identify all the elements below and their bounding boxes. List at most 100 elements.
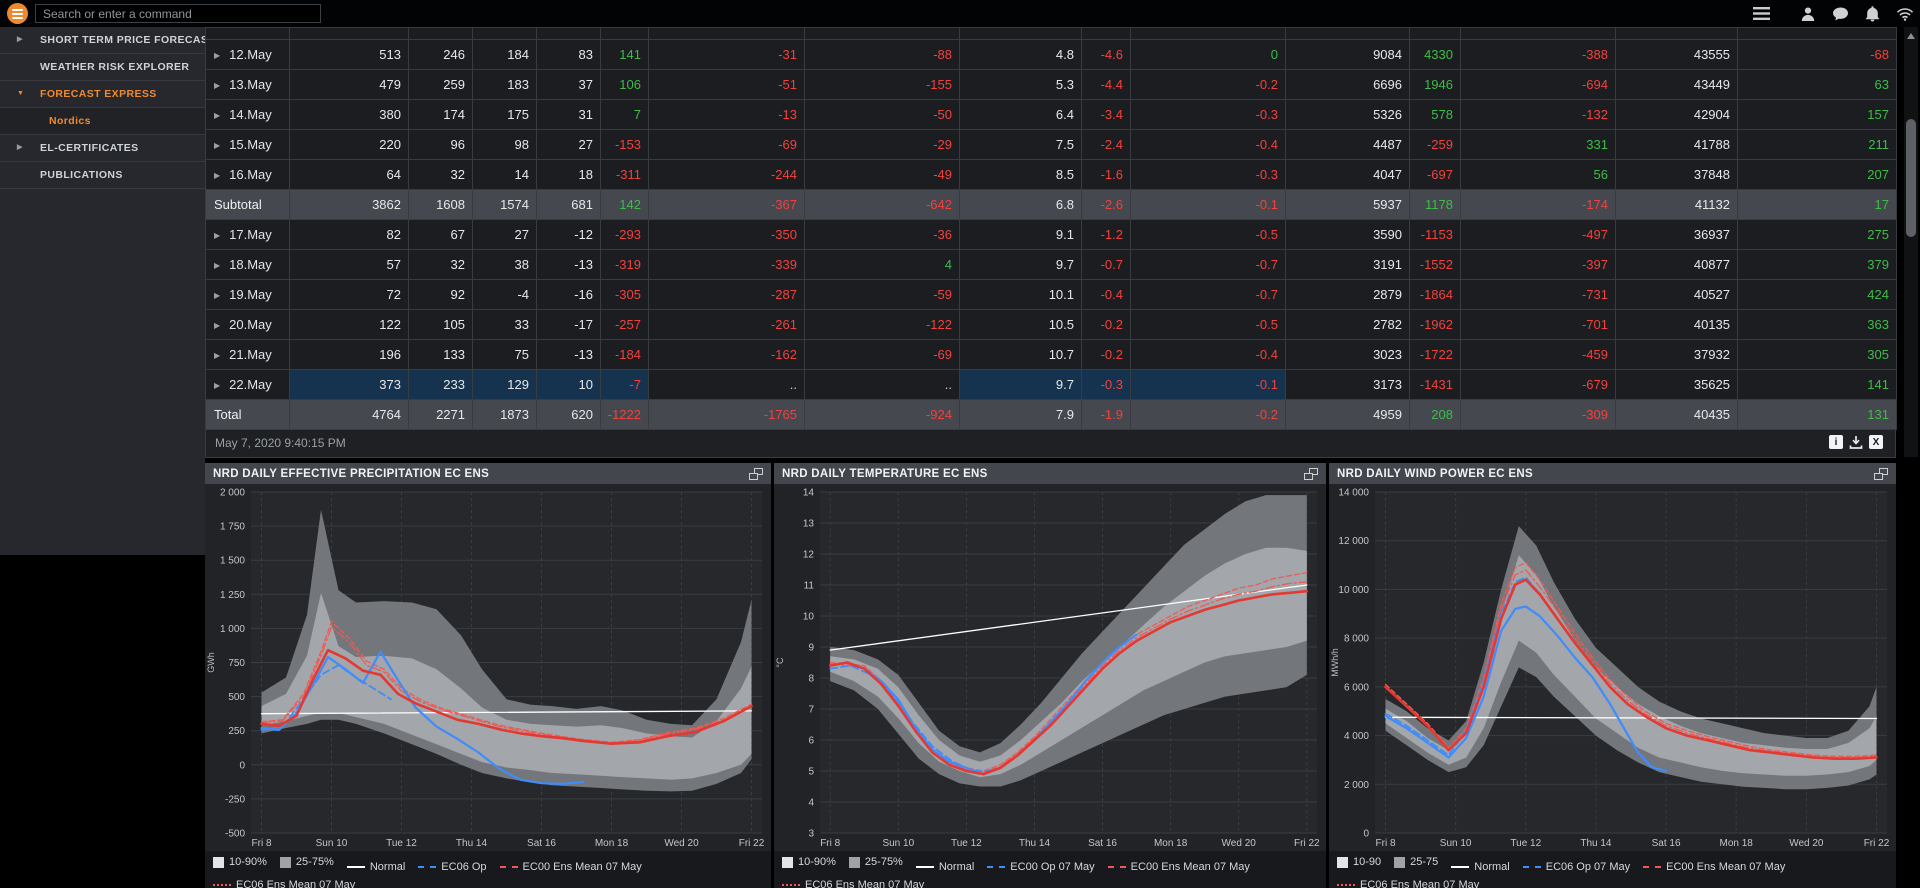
sidebar-item-short-term-price-forecast[interactable]: ▶ SHORT TERM PRICE FORECAST bbox=[0, 27, 205, 54]
app-logo-icon[interactable] bbox=[7, 3, 28, 24]
row-label-cell: ▶ 20.May bbox=[205, 309, 290, 340]
table-cell: 18 bbox=[536, 159, 601, 190]
table-cell: -0.5 bbox=[1130, 309, 1286, 340]
info-icon[interactable]: i bbox=[1829, 435, 1843, 449]
legend-item[interactable]: EC06 Ens Mean 07 May bbox=[1337, 877, 1479, 888]
export-excel-icon[interactable]: X bbox=[1869, 435, 1883, 449]
scroll-up-icon[interactable] bbox=[1907, 33, 1915, 39]
table-footer-icons: i X bbox=[1829, 435, 1883, 449]
table-cell: -697 bbox=[1409, 159, 1461, 190]
table-cell: 305 bbox=[1737, 339, 1897, 370]
legend-item[interactable]: 25-75% bbox=[279, 854, 334, 870]
legend-item[interactable]: EC06 Ens Mean 07 May bbox=[782, 877, 924, 888]
expand-arrow-icon[interactable]: ▶ bbox=[214, 321, 221, 330]
table-cell: 38 bbox=[472, 249, 537, 280]
table-cell: -69 bbox=[648, 129, 805, 160]
table-cell: 72 bbox=[289, 279, 409, 310]
table-row-17-may[interactable]: ▶ 17.May 82 67 27 -12 -293 -350 -36 9.1 -1.2 -0.5 35… bbox=[205, 219, 1897, 250]
table-row-total[interactable]: Total 4764 2271 1873 620 -1222 -1765 -924 7.9 -1.… bbox=[205, 399, 1897, 430]
menu-icon[interactable] bbox=[1753, 7, 1770, 20]
table-cell: 43449 bbox=[1615, 69, 1738, 100]
legend-item[interactable]: 10-90% bbox=[782, 854, 836, 870]
table-cell: -59 bbox=[804, 279, 960, 310]
search-input[interactable] bbox=[35, 4, 321, 23]
svg-text:Wed 20: Wed 20 bbox=[664, 838, 699, 849]
legend-item[interactable]: 10-90 bbox=[1337, 854, 1381, 870]
user-icon[interactable] bbox=[1800, 6, 1816, 22]
vertical-scrollbar[interactable] bbox=[1904, 27, 1918, 457]
legend-item[interactable]: 10-90% bbox=[213, 854, 267, 870]
table-row-14-may[interactable]: ▶ 14.May 380 174 175 31 7 -13 -50 6.4 -3.4 -0.3 5326… bbox=[205, 99, 1897, 130]
table-row-subtotal[interactable]: Subtotal 3862 1608 1574 681 142 -367 -642 6.8 -2.… bbox=[205, 189, 1897, 220]
open-popup-icon[interactable] bbox=[749, 467, 763, 480]
chat-icon[interactable] bbox=[1832, 6, 1849, 22]
table-row-19-may[interactable]: ▶ 19.May 72 92 -4 -16 -305 -287 -59 10.1 -0.4 -0.7 2… bbox=[205, 279, 1897, 310]
table-row-21-may[interactable]: ▶ 21.May 196 133 75 -13 -184 -162 -69 10.7 -0.2 -0.… bbox=[205, 339, 1897, 370]
chart-legend: 10-90 25-75 Normal EC06 Op 07 May EC00 Ens M… bbox=[1329, 851, 1896, 888]
table-cell: -0.1 bbox=[1130, 369, 1286, 400]
table-row-12-may[interactable]: ▶ 12.May 513 246 184 83 141 -31 -88 4.8 -4.6 0 9084 4… bbox=[205, 39, 1897, 70]
expand-arrow-icon[interactable]: ▶ bbox=[214, 51, 221, 60]
table-cell bbox=[472, 27, 537, 40]
table-row-18-may[interactable]: ▶ 18.May 57 32 38 -13 -319 -339 4 9.7 -0.7 -0.7 3191… bbox=[205, 249, 1897, 280]
expand-arrow-icon[interactable]: ▶ bbox=[214, 351, 221, 360]
row-label-cell: ▶ 19.May bbox=[205, 279, 290, 310]
table-cell: 3590 bbox=[1285, 219, 1410, 250]
sidebar-item-publications[interactable]: PUBLICATIONS bbox=[0, 162, 205, 189]
svg-text:1 000: 1 000 bbox=[220, 624, 245, 635]
legend-item[interactable]: EC00 Ens Mean 07 May bbox=[499, 859, 642, 875]
legend-item[interactable]: Normal bbox=[346, 859, 405, 875]
chevron-down-icon[interactable]: ▼ bbox=[17, 90, 25, 97]
table-row-16-may[interactable]: ▶ 16.May 64 32 14 18 -311 -244 -49 8.5 -1.6 -0.3 404… bbox=[205, 159, 1897, 190]
table-cell: -0.2 bbox=[1130, 399, 1286, 430]
legend-item[interactable]: EC00 Ens Mean 07 May bbox=[1107, 859, 1250, 875]
svg-text:7: 7 bbox=[808, 705, 814, 716]
table-cell: -261 bbox=[648, 309, 805, 340]
table-row-15-may[interactable]: ▶ 15.May 220 96 98 27 -153 -69 -29 7.5 -2.4 -0.4 448… bbox=[205, 129, 1897, 160]
expand-arrow-icon[interactable]: ▶ bbox=[214, 171, 221, 180]
open-popup-icon[interactable] bbox=[1874, 467, 1888, 480]
legend-item[interactable]: Normal bbox=[915, 859, 974, 875]
sidebar-item-el-certificates[interactable]: ▶ EL-CERTIFICATES bbox=[0, 135, 205, 162]
table-cell: -319 bbox=[600, 249, 649, 280]
chevron-right-icon[interactable]: ▶ bbox=[17, 144, 23, 151]
expand-arrow-icon[interactable]: ▶ bbox=[214, 141, 221, 150]
main-content: ▶ 12.May 513 246 184 83 141 -31 -88 4.8 -4.6 0 9084 4… bbox=[205, 27, 1897, 888]
table-row-13-may[interactable]: ▶ 13.May 479 259 183 37 106 -51 -155 5.3 -4.4 -0.2 6… bbox=[205, 69, 1897, 100]
table-cell: 2782 bbox=[1285, 309, 1410, 340]
scrollbar-thumb[interactable] bbox=[1906, 119, 1916, 237]
table-row-22-may[interactable]: ▶ 22.May 373 233 129 10 -7.... 9.7 -0.3 -0.1 3173-… bbox=[205, 369, 1897, 400]
legend-item[interactable]: Normal bbox=[1451, 859, 1510, 875]
legend-item[interactable]: EC00 Ens Mean 07 May bbox=[1643, 859, 1785, 875]
table-cell: -1.9 bbox=[1081, 399, 1131, 430]
svg-text:Fri 22: Fri 22 bbox=[1294, 838, 1320, 849]
expand-arrow-icon[interactable]: ▶ bbox=[214, 261, 221, 270]
table-row-20-may[interactable]: ▶ 20.May 122 105 33 -17 -257 -261 -122 10.5 -0.2 -0… bbox=[205, 309, 1897, 340]
legend-item[interactable]: 25-75% bbox=[848, 854, 903, 870]
table-cell: 82 bbox=[289, 219, 409, 250]
table-cell: 64 bbox=[289, 159, 409, 190]
legend-item[interactable]: 25-75 bbox=[1394, 854, 1438, 870]
legend-item[interactable]: EC06 Op bbox=[418, 859, 487, 875]
sidebar-item-forecast-express[interactable]: ▼ FORECAST EXPRESS bbox=[0, 81, 205, 108]
chevron-right-icon[interactable]: ▶ bbox=[17, 36, 23, 43]
sidebar-item-weather-risk-explorer[interactable]: WEATHER RISK EXPLORER bbox=[0, 54, 205, 81]
svg-text:Sun 10: Sun 10 bbox=[882, 838, 914, 849]
download-icon[interactable] bbox=[1849, 435, 1863, 449]
wifi-icon[interactable] bbox=[1896, 7, 1914, 21]
legend-swatch-blue-dash-icon bbox=[1522, 865, 1541, 868]
legend-item[interactable]: EC06 Op 07 May bbox=[1522, 859, 1631, 875]
expand-arrow-icon[interactable]: ▶ bbox=[214, 231, 221, 240]
legend-item[interactable]: EC00 Op 07 May bbox=[987, 859, 1095, 875]
sidebar-item-nordics[interactable]: Nordics bbox=[0, 108, 205, 135]
expand-arrow-icon[interactable]: ▶ bbox=[214, 381, 221, 390]
open-popup-icon[interactable] bbox=[1304, 467, 1318, 480]
expand-arrow-icon[interactable]: ▶ bbox=[214, 111, 221, 120]
legend-item[interactable]: EC06 Ens Mean 07 May bbox=[213, 877, 355, 888]
table-cell: 40877 bbox=[1615, 249, 1738, 280]
expand-arrow-icon[interactable]: ▶ bbox=[214, 291, 221, 300]
legend-label: EC06 Op 07 May bbox=[1545, 860, 1631, 873]
expand-arrow-icon[interactable]: ▶ bbox=[214, 81, 221, 90]
notifications-bell-icon[interactable] bbox=[1865, 5, 1880, 22]
table-cell: 424 bbox=[1737, 279, 1897, 310]
